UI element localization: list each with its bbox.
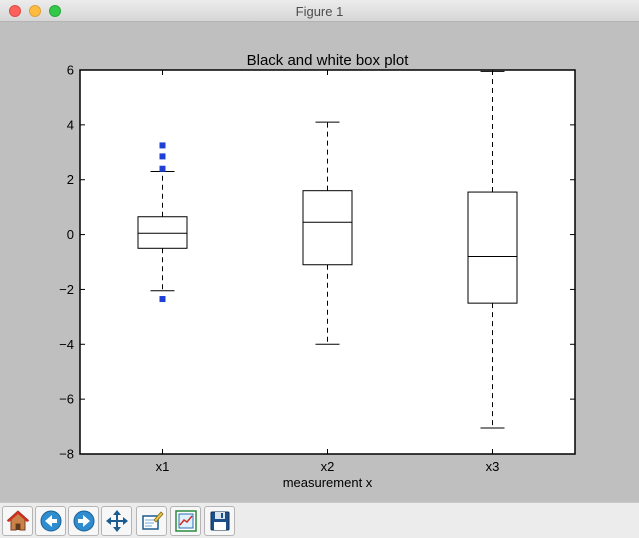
zoom-button[interactable]: [136, 506, 167, 536]
x-tick-label: x2: [321, 459, 335, 474]
window-title: Figure 1: [295, 4, 344, 19]
close-window-button[interactable]: [9, 5, 21, 17]
back-button[interactable]: [35, 506, 66, 536]
forward-button[interactable]: [68, 506, 99, 536]
figure-canvas[interactable]: −8 −6 −4 −2 0 2 4 6 x1 x2 x3 Black and white box p…: [0, 22, 639, 502]
outlier-point: [159, 165, 166, 172]
y-tick-label: −6: [59, 392, 74, 407]
outlier-point: [159, 153, 166, 160]
zoom-rectangle-icon: [141, 511, 164, 530]
box-body: [137, 216, 188, 249]
outlier-point: [159, 142, 166, 149]
subplots-icon: [174, 510, 197, 532]
floppy-disk-icon: [210, 511, 229, 531]
move-arrows-icon: [105, 510, 128, 532]
y-tick-label: −8: [59, 447, 74, 462]
configure-subplots-button[interactable]: [170, 506, 201, 536]
title-bar[interactable]: Figure 1: [0, 0, 639, 22]
x-tick-label: x1: [156, 459, 170, 474]
x-axis-label: measurement x: [283, 475, 373, 490]
box-plot-chart: −8 −6 −4 −2 0 2 4 6 x1 x2 x3 Black and white box p…: [59, 52, 576, 490]
box-body: [467, 191, 518, 304]
home-icon: [6, 510, 29, 531]
chart-title: Black and white box plot: [247, 52, 410, 69]
x-tick-label: x3: [486, 459, 500, 474]
forward-arrow-icon: [73, 510, 94, 532]
y-tick-label: 0: [67, 227, 74, 242]
y-tick-label: 2: [67, 172, 74, 187]
box-body: [302, 190, 353, 266]
home-button[interactable]: [2, 506, 33, 536]
y-tick-label: −2: [59, 282, 74, 297]
navigation-toolbar: [0, 502, 639, 538]
box-x2: [302, 121, 353, 345]
maximize-window-button[interactable]: [49, 5, 61, 17]
pan-button[interactable]: [101, 506, 132, 536]
y-tick-label: −4: [59, 337, 74, 352]
save-button[interactable]: [204, 506, 235, 536]
box-x3: [467, 70, 518, 429]
y-tick-label: 6: [67, 63, 74, 78]
box-x1: [137, 142, 188, 303]
back-arrow-icon: [40, 510, 61, 532]
outlier-point: [159, 296, 166, 303]
minimize-window-button[interactable]: [29, 5, 41, 17]
y-tick-label: 4: [67, 117, 74, 132]
